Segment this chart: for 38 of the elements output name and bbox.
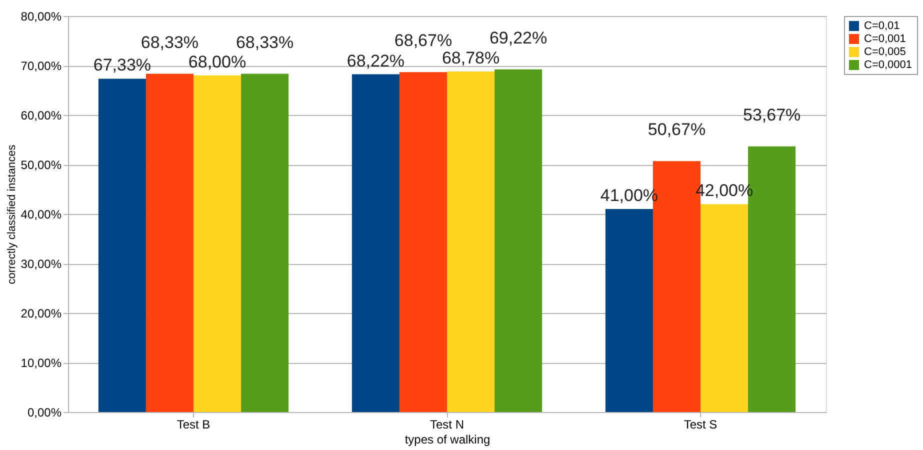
y-axis-title: correctly classified instances	[6, 144, 18, 284]
data-label: 50,67%	[648, 120, 706, 140]
y-tick-label: 70,00%	[20, 59, 62, 73]
data-label: 68,78%	[442, 48, 500, 68]
x-axis-title: types of walking	[404, 432, 490, 446]
x-tick-label: Test S	[684, 418, 718, 432]
data-label: 68,33%	[140, 32, 199, 52]
bar	[399, 72, 447, 412]
bar	[98, 78, 146, 412]
y-tick-label: 30,00%	[20, 257, 62, 271]
bar	[146, 74, 194, 412]
y-tick-label: 60,00%	[20, 108, 62, 122]
data-label: 69,22%	[489, 28, 548, 48]
x-tick-label: Test B	[176, 418, 210, 432]
bar	[700, 204, 748, 412]
x-tick-label: Test N	[430, 418, 464, 432]
legend-label: C=0,01	[864, 20, 900, 32]
bar	[605, 209, 653, 412]
bar	[494, 69, 542, 412]
y-tick-label: 40,00%	[20, 208, 62, 222]
legend-label: C=0,0001	[864, 59, 912, 71]
bar	[447, 72, 495, 412]
y-tick-label: 20,00%	[20, 306, 62, 320]
y-tick-label: 80,00%	[20, 10, 62, 24]
data-label: 53,67%	[742, 105, 801, 124]
data-label: 68,00%	[188, 52, 246, 72]
bar	[193, 75, 242, 412]
data-label: 68,67%	[394, 31, 452, 50]
bar	[241, 74, 289, 412]
bar	[352, 74, 400, 412]
data-label: 68,22%	[346, 51, 405, 70]
data-label: 68,33%	[236, 32, 294, 52]
y-tick-label: 50,00%	[20, 158, 62, 172]
y-tick-label: 10,00%	[20, 356, 62, 370]
legend-label: C=0,001	[864, 33, 906, 45]
data-label: 67,33%	[93, 56, 152, 75]
y-tick-label: 0,00%	[27, 406, 62, 420]
legend-label: C=0,005	[864, 46, 906, 58]
